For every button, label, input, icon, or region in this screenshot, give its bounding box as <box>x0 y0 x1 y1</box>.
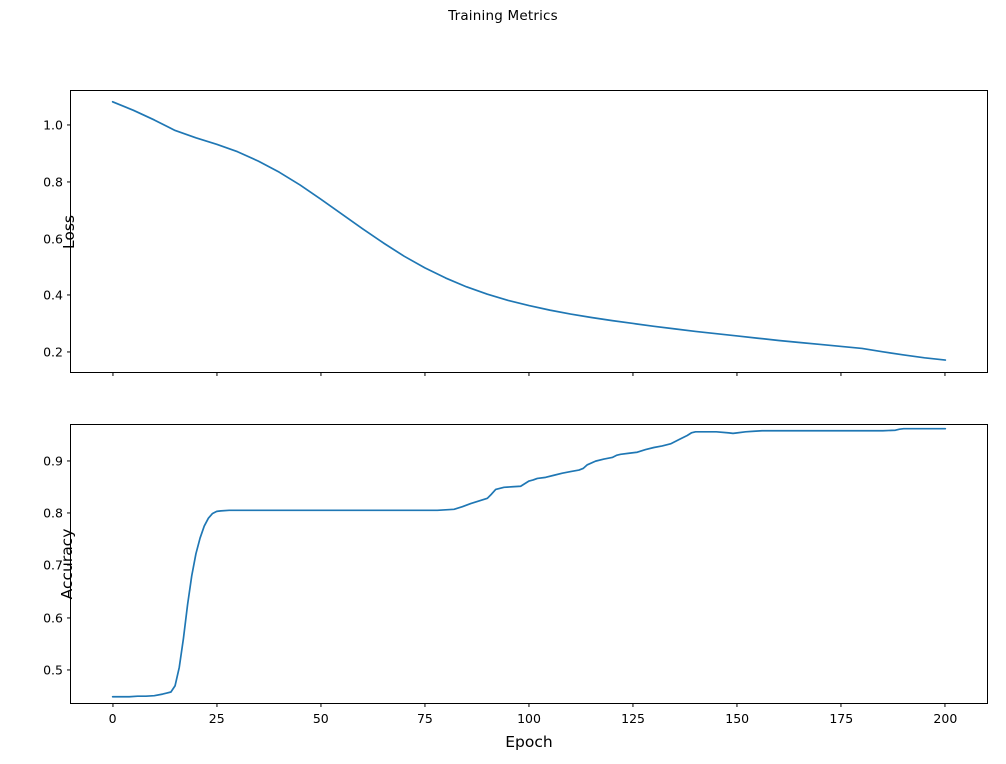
x-tick-label: 0 <box>108 711 117 726</box>
y-tick-mark <box>67 564 71 566</box>
x-tick-mark <box>528 372 530 376</box>
x-tick-mark <box>424 372 426 376</box>
x-tick-mark <box>632 703 634 707</box>
accuracy-line-plot <box>71 425 987 703</box>
loss-subplot: Loss 0.2 0.4 0.6 0.8 1.0 <box>43 90 988 376</box>
figure-title: Training Metrics <box>448 8 558 24</box>
x-tick-mark <box>528 703 530 707</box>
accuracy-subplot: Accuracy Epoch 0.5 0.6 0.7 0.8 0.9 0 25 50 75 10… <box>43 424 988 751</box>
x-tick-mark <box>112 372 114 376</box>
y-tick-mark <box>67 460 71 462</box>
x-tick-mark <box>840 703 842 707</box>
x-tick-mark <box>736 703 738 707</box>
x-tick-label: 200 <box>933 711 958 726</box>
x-tick-label: 75 <box>416 711 433 726</box>
x-tick-mark <box>632 372 634 376</box>
y-tick-label: 1.0 <box>43 117 63 133</box>
x-tick-mark <box>320 703 322 707</box>
y-tick-label: 0.6 <box>43 610 63 626</box>
epoch-x-axis-label: Epoch <box>505 733 553 751</box>
x-tick-mark <box>216 703 218 707</box>
x-tick-label: 100 <box>517 711 541 726</box>
y-tick-label: 0.5 <box>43 662 63 678</box>
y-tick-mark <box>67 669 71 671</box>
x-tick-mark <box>840 372 842 376</box>
x-tick-label: 150 <box>725 711 750 726</box>
y-tick-label: 0.4 <box>43 287 63 303</box>
x-tick-label: 25 <box>208 711 225 726</box>
y-tick-label: 0.6 <box>43 231 63 247</box>
y-tick-mark <box>67 617 71 619</box>
x-tick-mark <box>320 372 322 376</box>
x-tick-label: 175 <box>829 711 854 726</box>
x-tick-mark <box>944 372 946 376</box>
x-tick-label: 50 <box>312 711 329 726</box>
y-tick-label: 0.7 <box>43 557 63 573</box>
x-tick-mark <box>216 372 218 376</box>
y-tick-mark <box>67 124 71 126</box>
y-tick-mark <box>67 294 71 296</box>
x-tick-mark <box>736 372 738 376</box>
y-tick-mark <box>67 512 71 514</box>
series-line-0 <box>113 429 946 697</box>
y-tick-label: 0.8 <box>43 174 63 190</box>
y-tick-mark <box>67 181 71 183</box>
loss-line-plot <box>71 91 987 372</box>
x-tick-mark <box>424 703 426 707</box>
x-tick-mark <box>944 703 946 707</box>
y-tick-label: 0.2 <box>43 344 63 360</box>
y-tick-mark <box>67 238 71 240</box>
x-tick-mark <box>112 703 114 707</box>
y-tick-mark <box>67 351 71 353</box>
series-line-0 <box>113 102 946 360</box>
x-tick-label: 125 <box>621 711 646 726</box>
y-tick-label: 0.9 <box>43 453 63 469</box>
y-tick-label: 0.8 <box>43 505 63 521</box>
